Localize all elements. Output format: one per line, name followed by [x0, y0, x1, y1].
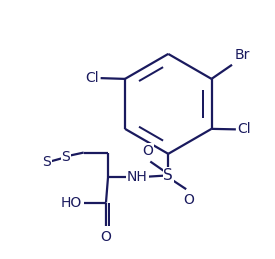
Text: Br: Br	[235, 48, 251, 62]
Text: O: O	[142, 144, 153, 158]
Text: S: S	[163, 168, 173, 183]
Text: O: O	[183, 193, 194, 207]
Text: NH: NH	[127, 170, 148, 184]
Text: Cl: Cl	[237, 122, 251, 136]
Text: Cl: Cl	[86, 71, 99, 85]
Text: S: S	[61, 150, 70, 164]
Text: HO: HO	[60, 196, 82, 210]
Text: O: O	[101, 230, 111, 244]
Text: S: S	[42, 155, 51, 169]
